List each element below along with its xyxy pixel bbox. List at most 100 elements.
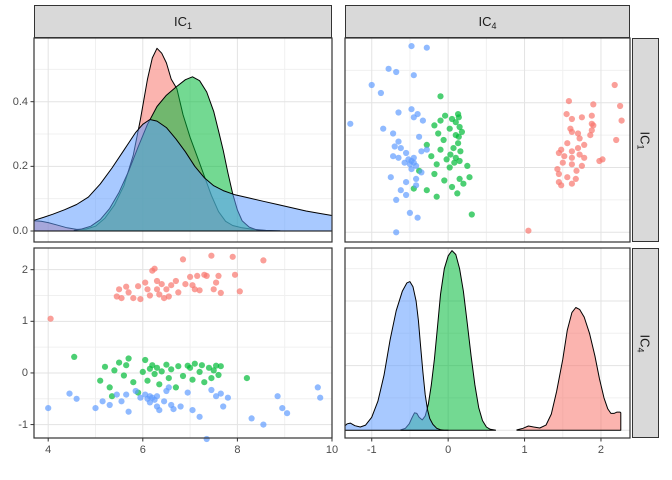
data-point-g3: [279, 405, 286, 412]
data-point-g1: [182, 281, 189, 288]
data-point-g2: [191, 360, 198, 367]
data-point-g2: [172, 384, 179, 391]
data-point-g2: [452, 132, 459, 139]
data-point-g2: [210, 367, 217, 374]
data-point-g1: [47, 315, 54, 322]
data-point-g3: [73, 395, 80, 402]
data-point-g1: [168, 282, 175, 289]
data-point-g2: [457, 148, 464, 155]
data-point-g3: [123, 391, 130, 398]
data-point-g2: [187, 364, 194, 371]
data-point-g3: [260, 421, 267, 428]
data-point-g1: [613, 136, 620, 144]
data-point-g1: [213, 279, 220, 286]
data-point-g3: [156, 407, 163, 414]
data-point-g3: [347, 120, 354, 127]
data-point-g2: [431, 122, 438, 129]
data-point-g1: [611, 81, 618, 89]
data-point-g2: [158, 368, 165, 375]
data-point-g1: [229, 253, 236, 260]
data-point-g2: [205, 364, 213, 371]
data-point-g2: [466, 174, 473, 181]
data-point-g3: [403, 179, 410, 186]
data-point-g3: [390, 153, 397, 160]
data-point-g3: [161, 398, 168, 405]
data-point-g1: [588, 120, 595, 127]
data-point-g1: [574, 130, 582, 137]
data-point-g3: [395, 138, 402, 145]
data-point-g1: [581, 154, 588, 161]
data-point-g1: [564, 140, 571, 147]
facet-strip-label: IC4: [635, 333, 653, 353]
data-point-g1: [559, 159, 566, 166]
facet-strip-row-ic1: IC1: [632, 38, 659, 242]
data-point-g3: [397, 145, 404, 152]
data-point-g1: [564, 174, 571, 181]
data-point-g1: [231, 271, 239, 278]
data-point-g2: [125, 355, 132, 362]
data-point-g3: [397, 187, 404, 194]
data-point-g1: [568, 161, 576, 168]
data-point-g3: [395, 109, 402, 116]
data-point-g3: [125, 408, 132, 415]
data-point-g3: [414, 111, 421, 118]
axis-tick-label: 4: [45, 444, 52, 456]
data-point-g1: [561, 153, 568, 160]
data-point-g2: [451, 159, 458, 166]
data-point-g1: [554, 166, 561, 173]
axis-tick-label: -1: [366, 444, 377, 456]
data-point-g3: [418, 169, 425, 176]
data-point-g2: [151, 370, 158, 378]
data-point-g3: [146, 399, 153, 406]
data-point-g1: [555, 179, 563, 186]
data-point-g2: [456, 175, 463, 182]
data-point-g3: [317, 394, 324, 401]
data-point-g3: [92, 405, 99, 412]
data-point-g1: [576, 151, 583, 158]
data-point-g1: [113, 293, 120, 300]
data-point-g3: [165, 384, 172, 391]
data-point-g2: [443, 156, 450, 163]
data-point-g3: [393, 229, 400, 236]
data-point-g2: [455, 140, 462, 147]
data-point-g1: [137, 296, 144, 303]
data-point-g2: [448, 115, 456, 123]
data-point-g2: [106, 384, 113, 391]
data-point-g3: [395, 154, 402, 161]
data-point-g1: [555, 170, 563, 178]
data-point-g3: [405, 156, 412, 163]
data-point-g1: [158, 281, 165, 288]
data-point-g2: [468, 211, 475, 218]
data-point-g1: [187, 273, 194, 280]
panel-density-ic1: [30, 37, 333, 243]
data-point-g1: [151, 265, 158, 272]
data-point-g1: [161, 295, 168, 302]
data-point-g3: [213, 393, 220, 400]
data-point-g2: [196, 368, 203, 375]
data-point-g3: [99, 398, 106, 405]
data-point-g2: [464, 162, 471, 169]
data-point-g1: [146, 292, 153, 299]
data-point-g2: [208, 375, 215, 382]
axis-tick-label: 1: [521, 444, 528, 456]
data-point-g2: [142, 356, 149, 364]
data-point-g3: [419, 117, 426, 124]
data-point-g2: [217, 363, 224, 370]
data-point-g3: [391, 143, 398, 150]
data-point-g1: [196, 287, 203, 294]
data-point-g3: [380, 125, 387, 132]
data-point-g1: [191, 286, 198, 293]
facet-strip-row-ic4: IC4: [632, 248, 659, 438]
data-point-g3: [106, 401, 113, 409]
density-curve-g3: [33, 119, 333, 232]
data-point-g3: [406, 209, 413, 216]
axis-tick-label: 0.2: [12, 160, 28, 173]
data-point-g1: [576, 135, 583, 142]
axis-tick-label: 2: [597, 444, 605, 456]
data-point-g3: [416, 133, 423, 140]
data-point-g2: [139, 368, 146, 375]
data-point-g3: [118, 398, 125, 405]
data-point-g1: [156, 291, 163, 298]
data-point-g1: [588, 127, 595, 134]
data-point-g1: [563, 111, 570, 118]
